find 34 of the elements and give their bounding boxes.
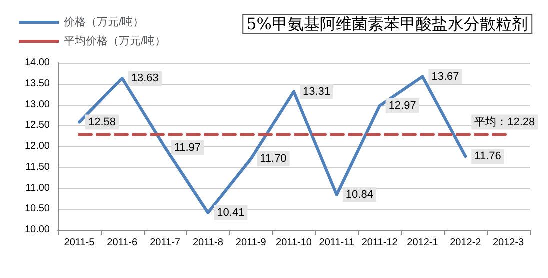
y-tick-label: 10.50 — [24, 204, 50, 215]
y-tick-label: 11.50 — [26, 162, 50, 173]
data-label: 13.31 — [303, 86, 331, 98]
y-tick-label: 13.00 — [24, 99, 50, 110]
legend-label: 平均价格（万元/吨） — [64, 34, 166, 48]
x-tick-label: 2011-6 — [107, 238, 138, 248]
x-tick-label: 2011-12 — [362, 238, 398, 248]
x-tick-label: 2012-3 — [492, 238, 525, 248]
x-tick-label: 2011-8 — [192, 238, 224, 248]
x-tick-label: 2012-2 — [450, 238, 482, 248]
x-tick-label: 2011-10 — [276, 238, 312, 248]
data-label: 13.67 — [432, 70, 460, 83]
chart-title: 5%甲氨基阿维菌素苯甲酸盐水分散粒剂 — [246, 14, 528, 34]
y-tick-label: 14.00 — [24, 58, 50, 68]
legend-label: 价格（万元/吨） — [63, 16, 144, 28]
x-tick-label: 2011-7 — [150, 238, 181, 248]
data-label: 10.41 — [217, 206, 245, 219]
y-tick-label: 13.50 — [24, 78, 50, 90]
data-label: 10.84 — [346, 188, 374, 201]
y-tick-label: 10.00 — [24, 224, 50, 236]
annotation: 平均：12.28 — [474, 116, 536, 128]
data-label: 11.97 — [174, 142, 201, 154]
y-tick-label: 12.00 — [24, 141, 50, 152]
x-tick-label: 2011-11 — [319, 238, 355, 248]
data-label: 12.58 — [88, 116, 116, 128]
data-label: 13.63 — [131, 72, 159, 84]
x-tick-label: 2012-1 — [407, 238, 439, 248]
x-tick-label: 2011-5 — [64, 238, 96, 248]
y-tick-label: 11.00 — [26, 182, 50, 194]
data-label: 11.76 — [474, 150, 502, 163]
data-label: 12.97 — [388, 100, 416, 112]
x-tick-label: 2011-9 — [236, 238, 267, 248]
y-tick-label: 12.50 — [24, 120, 50, 132]
data-label: 11.70 — [260, 153, 287, 166]
